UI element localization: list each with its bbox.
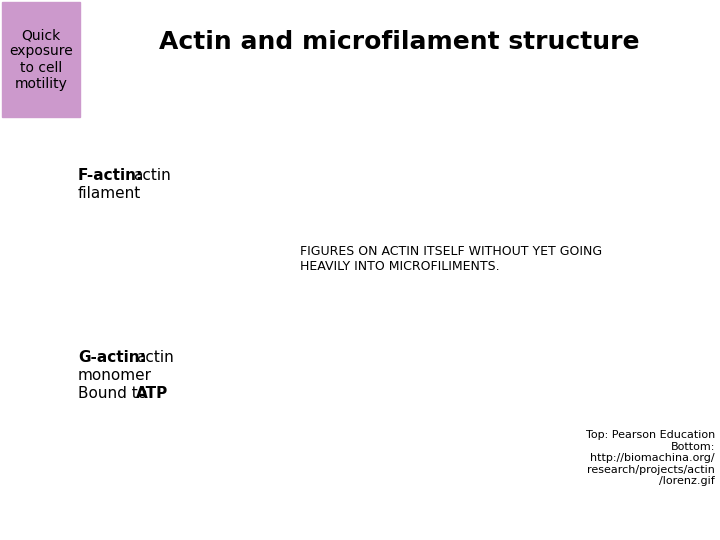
- Text: actin: actin: [133, 168, 171, 183]
- Text: Bound to: Bound to: [78, 386, 152, 401]
- Text: Actin and microfilament structure: Actin and microfilament structure: [158, 30, 639, 54]
- Text: actin: actin: [136, 350, 174, 365]
- Bar: [2, 2, 80, 117]
- Text: G-actin:: G-actin:: [78, 350, 146, 365]
- Text: F-actin:: F-actin:: [78, 168, 143, 183]
- Text: filament: filament: [78, 186, 141, 201]
- Text: Quick
exposure
to cell
motility: Quick exposure to cell motility: [9, 28, 73, 91]
- Text: monomer: monomer: [78, 368, 152, 383]
- Text: FIGURES ON ACTIN ITSELF WITHOUT YET GOING
HEAVILY INTO MICROFILIMENTS.: FIGURES ON ACTIN ITSELF WITHOUT YET GOIN…: [300, 245, 602, 273]
- Text: ATP: ATP: [136, 386, 168, 401]
- Text: Top: Pearson Education
Bottom:
http://biomachina.org/
research/projects/actin
/l: Top: Pearson Education Bottom: http://bi…: [586, 430, 715, 487]
